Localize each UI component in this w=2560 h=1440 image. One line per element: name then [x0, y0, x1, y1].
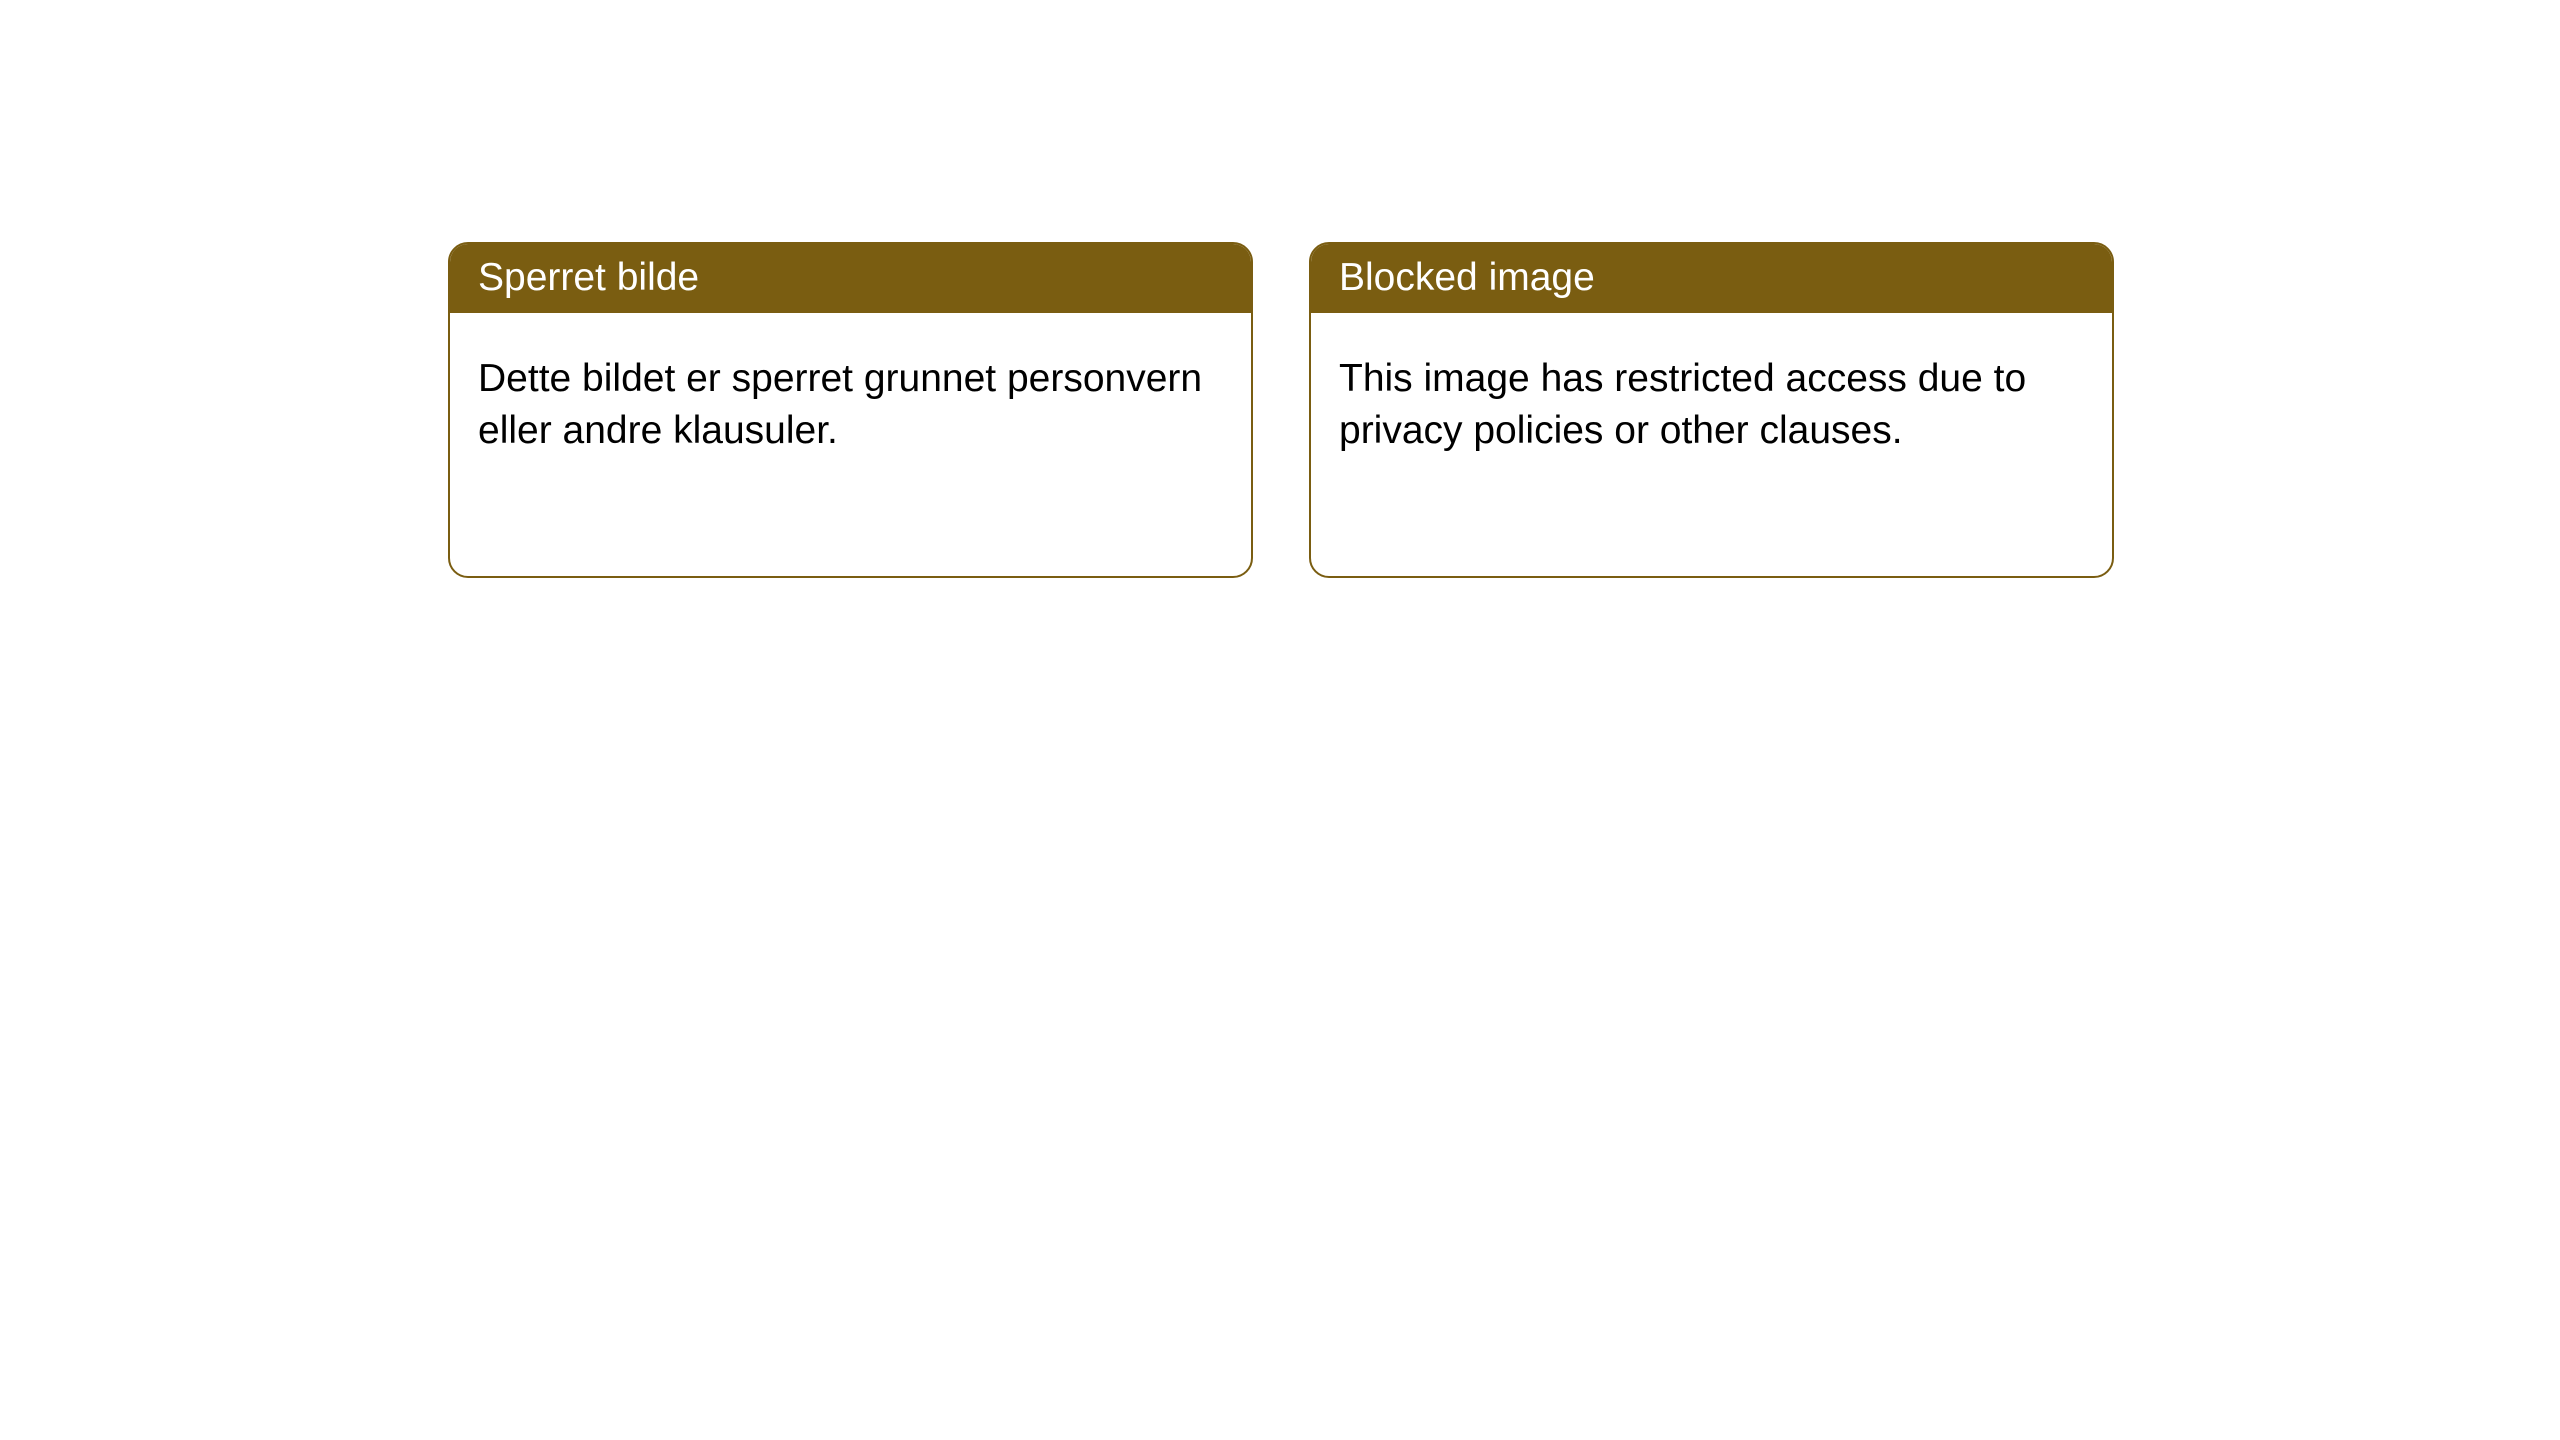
notice-body-english: This image has restricted access due to … [1311, 313, 2112, 498]
notice-title-norwegian: Sperret bilde [450, 244, 1251, 313]
notice-body-norwegian: Dette bildet er sperret grunnet personve… [450, 313, 1251, 498]
notice-container: Sperret bilde Dette bildet er sperret gr… [0, 0, 2560, 578]
notice-title-english: Blocked image [1311, 244, 2112, 313]
notice-card-english: Blocked image This image has restricted … [1309, 242, 2114, 578]
notice-card-norwegian: Sperret bilde Dette bildet er sperret gr… [448, 242, 1253, 578]
